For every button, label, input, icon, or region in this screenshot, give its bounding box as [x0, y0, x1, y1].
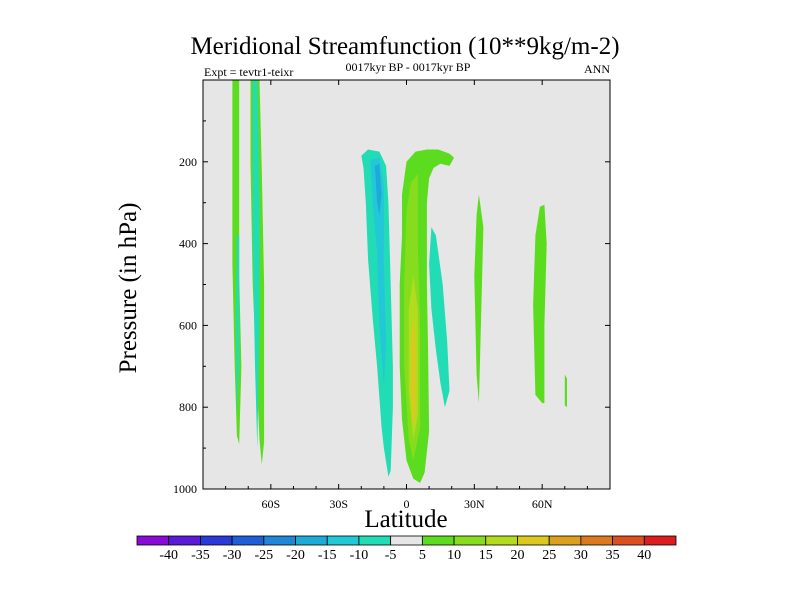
colorbar-label: -40 [159, 548, 178, 563]
y-tick-label: 1000 [173, 482, 197, 496]
colorbar-box [517, 535, 550, 546]
colorbar-label: -35 [191, 548, 210, 563]
colorbar-box [168, 535, 201, 546]
colorbar-label: 10 [447, 548, 461, 563]
contour-layer [232, 80, 567, 483]
colorbar-label: -20 [286, 548, 305, 563]
x-axis: 60S 30S 0 30N 60N [225, 80, 588, 511]
y-tick-label: 400 [179, 237, 197, 251]
colorbar-box [580, 535, 613, 546]
colorbar-box [295, 535, 328, 546]
x-tick-label: 30S [329, 497, 348, 511]
colorbar-label: 20 [511, 548, 525, 563]
colorbar-box [358, 535, 392, 546]
contour-tropical-neg-band [429, 227, 450, 408]
chart-title: Meridional Streamfunction (10**9kg/m-2) [190, 33, 619, 60]
x-tick-label: 60S [261, 497, 280, 511]
season-label: ANN [584, 62, 610, 76]
colorbar: -40 -35 -30 -25 -20 -15 -10 -5 5 10 15 20 25 30 35 40 [136, 535, 677, 563]
contour-nh-ferrel-band [533, 204, 547, 404]
colorbar-label: 40 [637, 548, 651, 563]
colorbar-box [326, 535, 360, 546]
colorbar-box [643, 535, 677, 546]
colorbar-label: -15 [318, 548, 337, 563]
contour-sh-ferrel-inner [374, 163, 382, 215]
y-tick-label: 200 [179, 155, 197, 169]
colorbar-box [136, 535, 170, 546]
colorbar-box [390, 535, 423, 546]
x-axis-label: Latitude [364, 506, 447, 533]
colorbar-label: -5 [385, 548, 397, 563]
colorbar-label: -25 [254, 548, 273, 563]
colorbar-box [485, 535, 518, 546]
y-axis-label: Pressure (in hPa) [115, 203, 142, 374]
colorbar-box [612, 535, 645, 546]
colorbar-label: 25 [542, 548, 556, 563]
contour-sh-ferrel-core [370, 157, 387, 387]
x-tick-label: 30N [464, 497, 485, 511]
colorbar-box [263, 535, 296, 546]
y-axis: 200 400 600 800 1000 [173, 120, 610, 496]
colorbar-box [453, 535, 487, 546]
colorbar-label: 30 [574, 548, 588, 563]
contour-nh-polar-sliver [564, 374, 567, 408]
colorbar-label: 15 [479, 548, 493, 563]
contour-hadley-core-20 [411, 317, 416, 428]
colorbar-box [548, 535, 582, 546]
contour-nh-midlat-band [474, 194, 484, 404]
x-tick-label: 60N [532, 497, 553, 511]
colorbar-label: 5 [419, 548, 426, 563]
colorbar-box [200, 535, 233, 546]
colorbar-box [421, 535, 455, 546]
colorbar-label: 35 [606, 548, 620, 563]
experiment-label: Expt = tevtr1-teixr [204, 65, 293, 79]
colorbar-box [231, 535, 265, 546]
contour-sh-ferrel-cell [361, 149, 393, 477]
y-tick-label: 600 [179, 318, 197, 332]
colorbar-label: -30 [223, 548, 242, 563]
colorbar-label: -10 [350, 548, 369, 563]
contour-sh-polar-band-2-core [252, 80, 260, 449]
x-tick-label: 0 [404, 497, 410, 511]
y-tick-label: 800 [179, 400, 197, 414]
contour-sh-polar-band-1-core [235, 235, 240, 416]
chart-subtitle: 0017kyr BP - 0017kyr BP [346, 60, 471, 74]
